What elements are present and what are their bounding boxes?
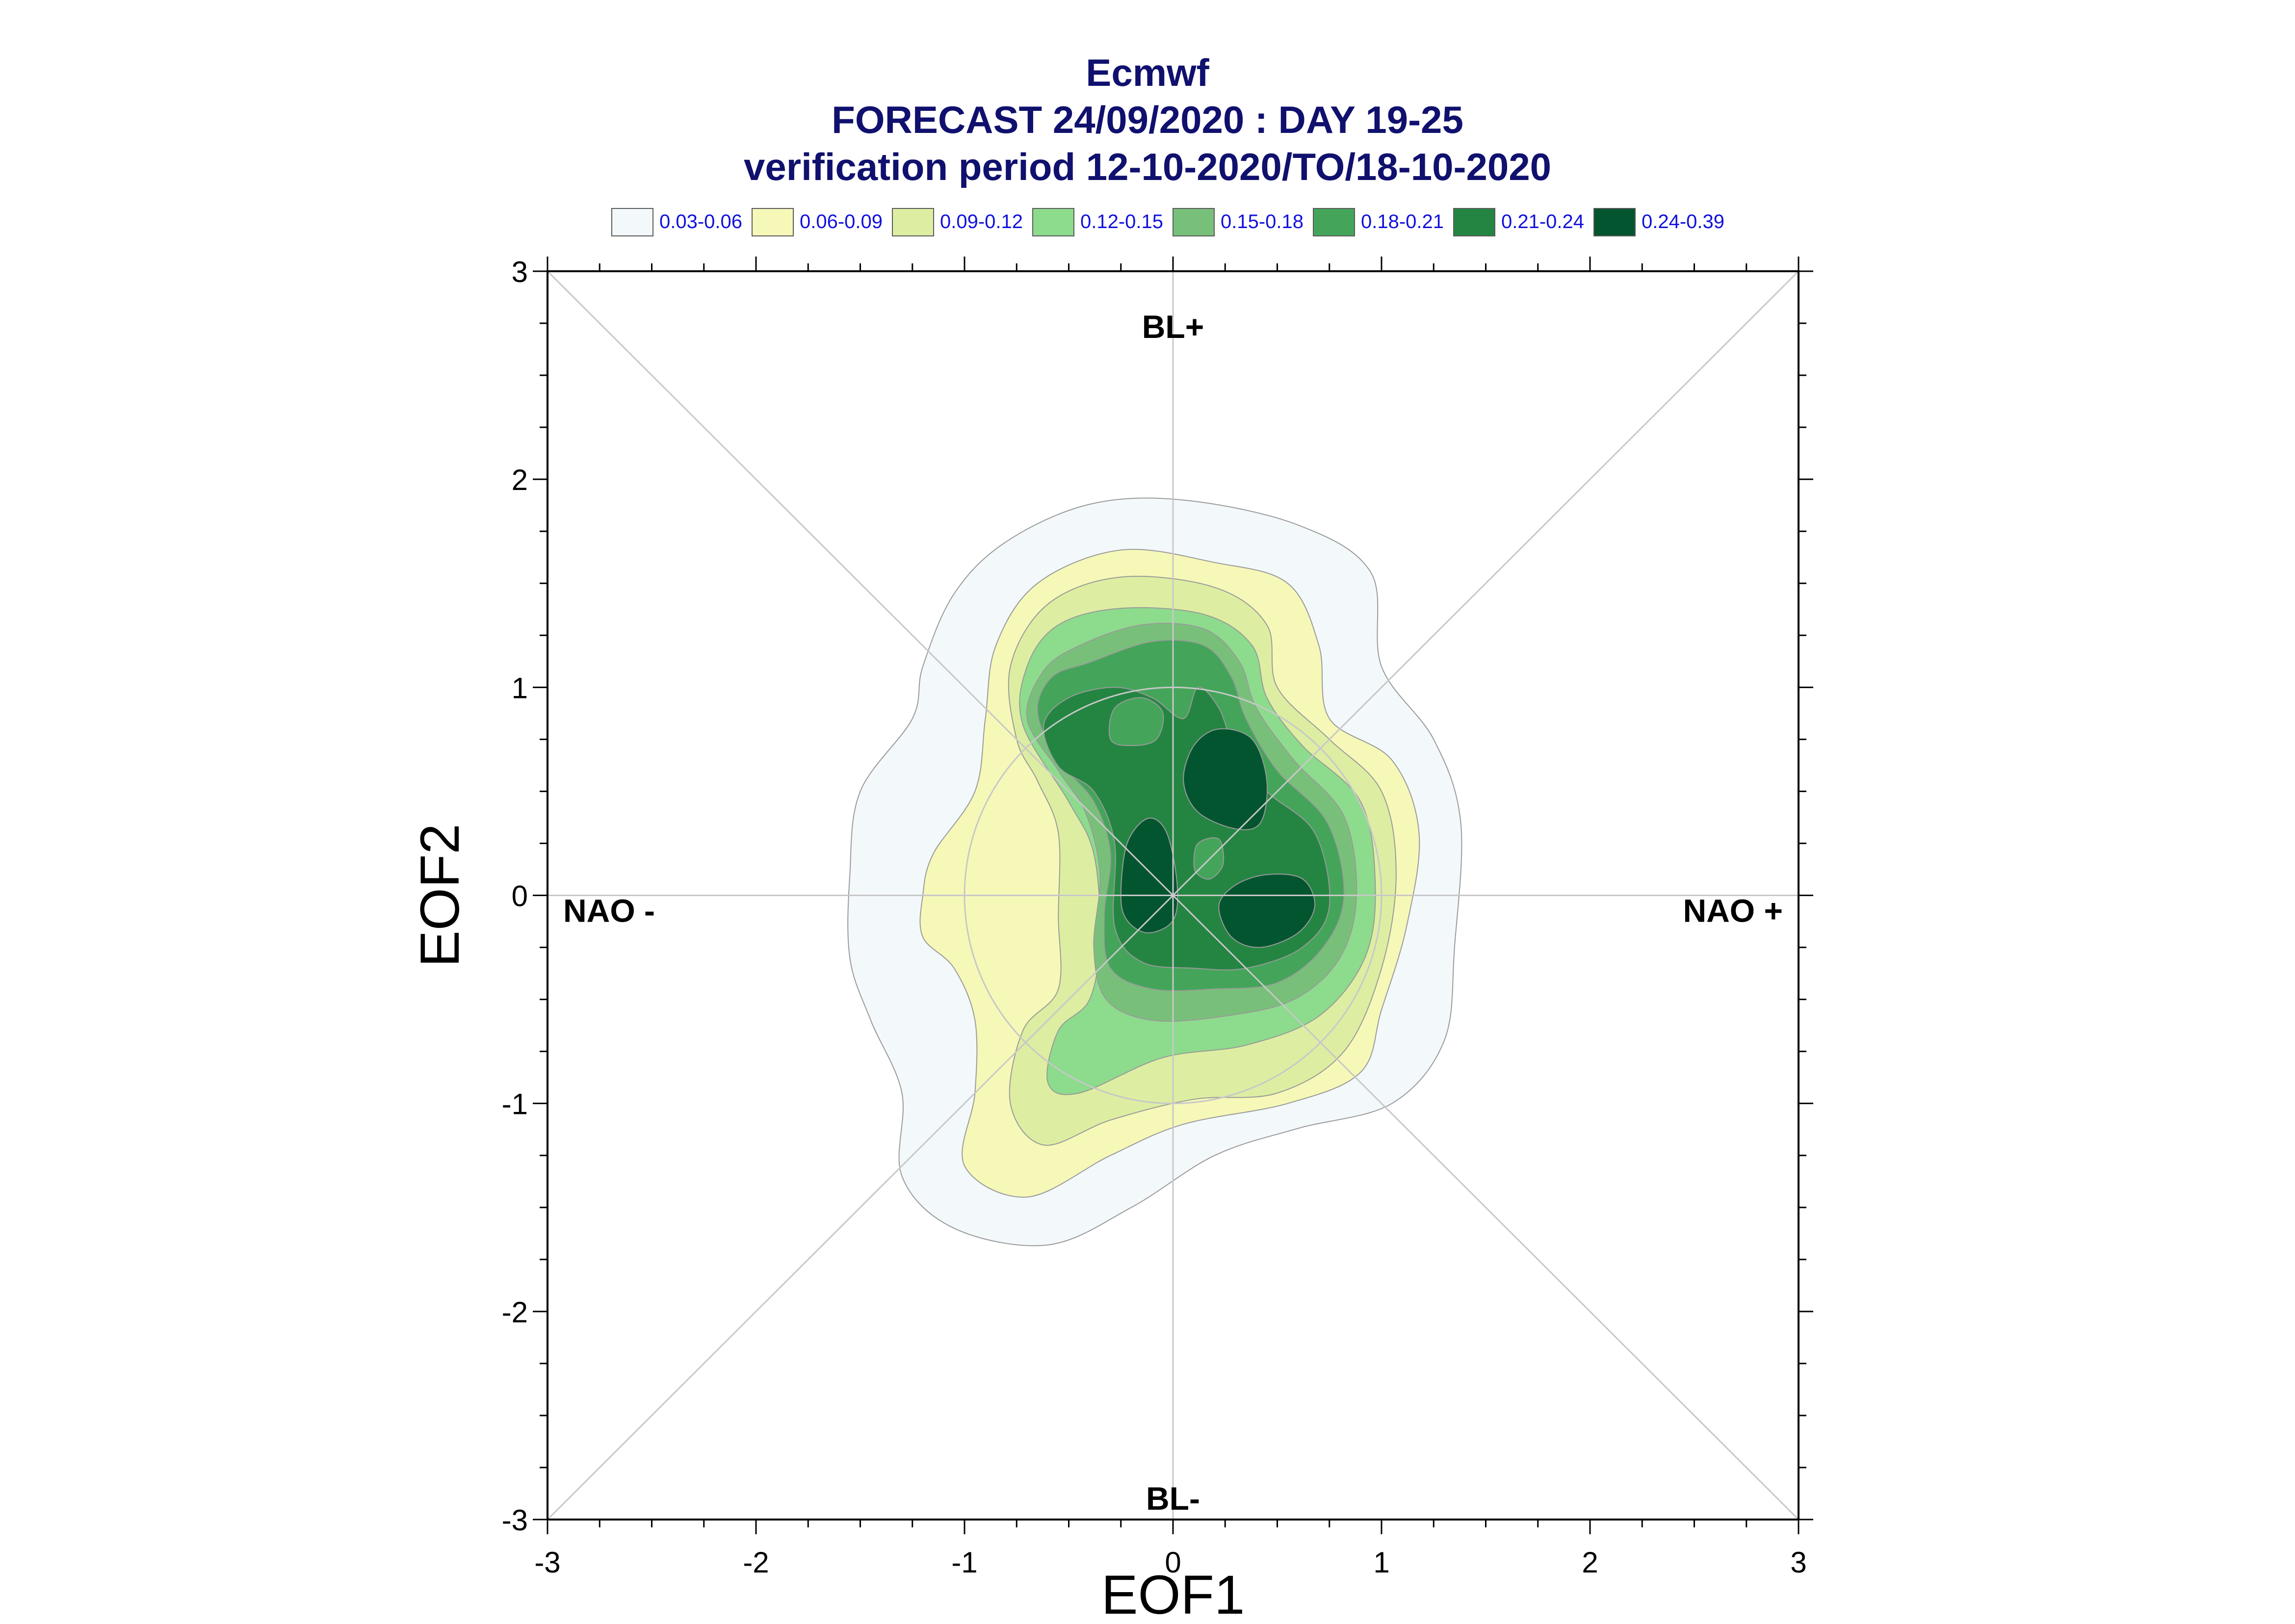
legend-swatch [1453,208,1495,236]
legend-swatch [892,208,934,236]
y-tick-label: 2 [512,464,528,496]
x-tick-label: 3 [1790,1546,1806,1579]
chart-period: verification period 12-10-2020/TO/18-10-… [743,145,1552,188]
legend-label: 0.15-0.18 [1221,211,1304,232]
legend-swatch [1313,208,1355,236]
y-tick-label: 0 [512,880,528,913]
legend-swatch [611,208,653,236]
regime-label-left: NAO - [563,893,655,929]
reference-circle-0 [964,686,1382,1105]
regime-label-top: BL+ [1142,309,1204,345]
guide-lines [547,270,1799,1521]
chart-title: Ecmwf [1086,51,1209,94]
density-contour-0_24-0_39-7-0 [1183,728,1268,830]
x-tick-label: 2 [1582,1546,1598,1579]
legend-swatch [1173,208,1215,236]
density-contour-0_24-0_39-7-2 [1218,874,1316,948]
y-tick-label: 3 [512,256,528,288]
density-contour-0_18-0_21-8-0 [1193,837,1225,880]
x-tick-label: 0 [1165,1546,1181,1579]
legend-label: 0.09-0.12 [940,211,1023,232]
legend-swatch [1032,208,1074,236]
axis-ticks [533,257,1813,1534]
chart-subtitle: FORECAST 24/09/2020 : DAY 19-25 [832,98,1463,141]
y-tick-label: -1 [502,1088,528,1121]
x-tick-label: -2 [743,1546,769,1579]
x-axis-title: EOF1 [1101,1564,1245,1624]
tick-labels: -3 -2 -1 0 1 2 3 -3 -2 -1 0 1 2 3 [502,256,1807,1579]
regime-label-bottom: BL- [1146,1480,1200,1517]
legend-label: 0.18-0.21 [1361,211,1444,232]
legend-label: 0.24-0.39 [1642,211,1725,232]
legend-label: 0.06-0.09 [800,211,883,232]
regime-label-right: NAO + [1683,893,1783,929]
chart-titles: Ecmwf FORECAST 24/09/2020 : DAY 19-25 ve… [0,49,2295,190]
density-contour-0_18-0_21-9-0 [1108,697,1164,747]
x-tick-label: 1 [1373,1546,1389,1579]
y-axis-title: EOF2 [409,824,470,967]
legend-swatch [1593,208,1636,236]
y-tick-label: -2 [502,1296,528,1329]
legend-swatch [752,208,794,236]
y-tick-label: 1 [512,671,528,704]
legend-label: 0.21-0.24 [1501,211,1585,232]
x-tick-label: -3 [534,1546,560,1579]
diagonal-line-2 [547,270,1799,1521]
legend-label: 0.12-0.15 [1080,211,1164,232]
x-tick-label: -1 [951,1546,977,1579]
legend-label: 0.03-0.06 [659,211,743,232]
y-tick-label: -3 [502,1504,528,1537]
density-contours [847,497,1462,1246]
regime-labels: BL+ BL- NAO - NAO + [563,309,1783,1517]
